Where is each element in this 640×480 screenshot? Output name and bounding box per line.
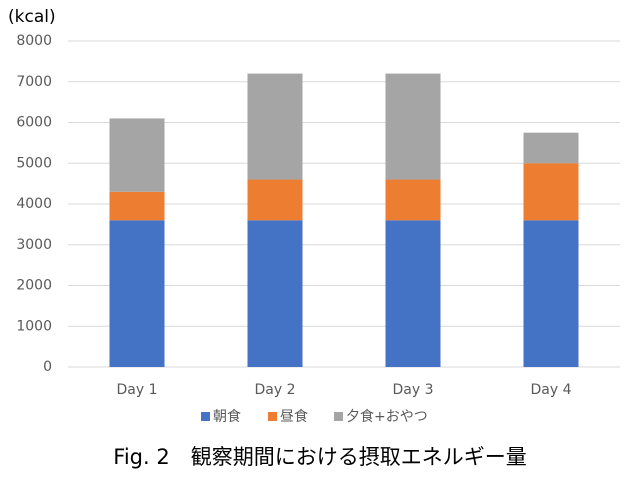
x-tick-label: Day 4 <box>530 382 571 398</box>
x-tick-label: Day 3 <box>392 382 433 398</box>
bar-segment <box>523 220 579 367</box>
bar-segment <box>109 118 165 192</box>
y-tick-label: 2000 <box>16 278 52 294</box>
bar-segment <box>385 220 441 367</box>
y-tick-label: 4000 <box>16 196 52 212</box>
y-tick-label: 3000 <box>16 237 52 253</box>
y-axis-label: (kcal) <box>8 7 56 27</box>
bar-segment <box>247 179 303 221</box>
y-tick-label: 6000 <box>16 115 52 131</box>
y-tick-label: 8000 <box>16 33 52 49</box>
legend-swatch <box>334 412 343 421</box>
bar-segment <box>385 73 441 180</box>
bar-segment <box>385 179 441 221</box>
bar-segment <box>247 220 303 367</box>
legend-swatch <box>201 412 210 421</box>
legend-label: 昼食 <box>280 408 308 425</box>
y-tick-label: 5000 <box>16 155 52 171</box>
legend-label: 夕食+おやつ <box>346 408 428 425</box>
bar-segment <box>523 132 579 164</box>
bar-segment <box>109 220 165 367</box>
x-tick-label: Day 2 <box>254 382 295 398</box>
chart-title: Fig. 2 観察期間における摂取エネルギー量 <box>113 445 526 469</box>
bar-segment <box>247 73 303 180</box>
y-tick-label: 7000 <box>16 74 52 90</box>
legend-swatch <box>268 412 277 421</box>
y-tick-label: 1000 <box>16 318 52 334</box>
y-tick-label: 0 <box>43 359 52 375</box>
legend-label: 朝食 <box>213 408 241 425</box>
bar-segment <box>109 191 165 221</box>
bar-segment <box>523 163 579 221</box>
x-tick-label: Day 1 <box>116 382 157 398</box>
